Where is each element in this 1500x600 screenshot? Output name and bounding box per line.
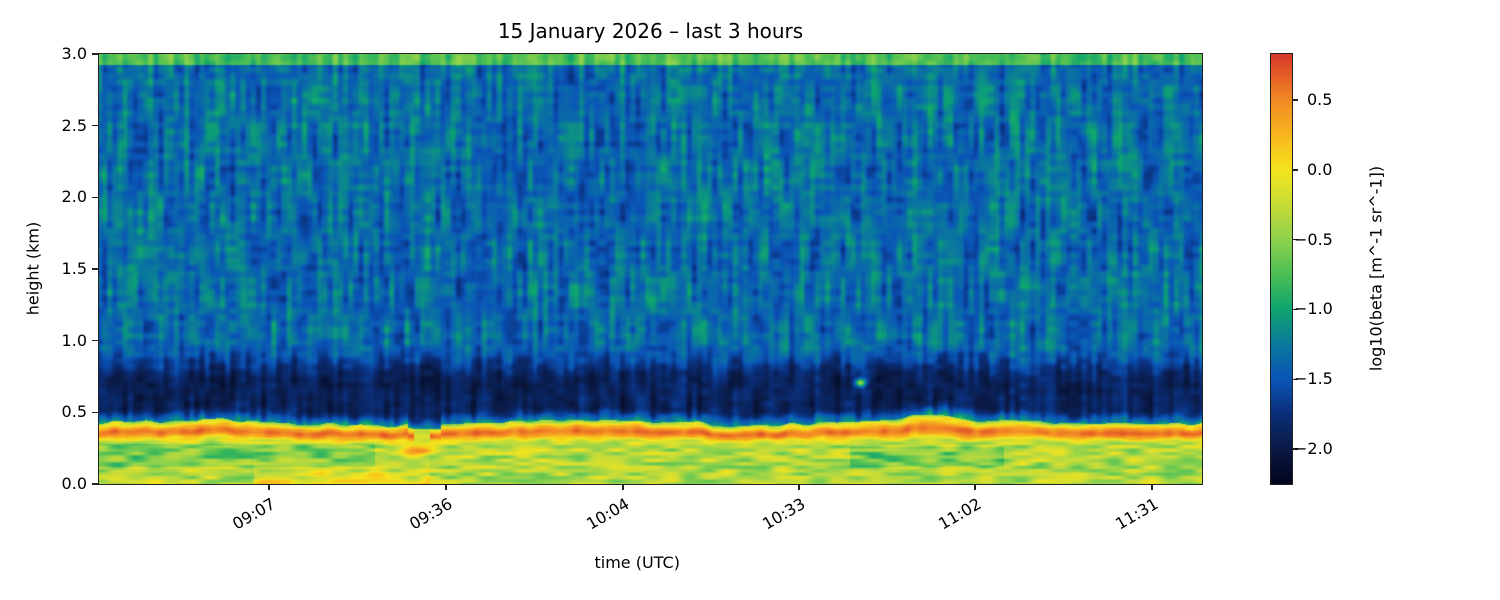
colorbar-tick: [1292, 308, 1298, 311]
y-tick-label: 1.0: [61, 330, 87, 350]
colorbar-tick-label: −0.5: [1294, 229, 1333, 249]
y-tick-label: 1.5: [61, 259, 87, 278]
x-tick: [974, 484, 976, 490]
y-tick: [92, 268, 98, 270]
x-tick: [1151, 484, 1153, 490]
y-axis-label: height (km): [23, 221, 43, 316]
x-tick-label: 09:36: [406, 494, 456, 534]
y-tick-label: 3.0: [61, 44, 87, 63]
y-tick-label: 2.0: [61, 187, 87, 207]
backscatter-heatmap: [99, 54, 1202, 484]
colorbar-tick: [1292, 169, 1298, 171]
plot-area: [98, 53, 1203, 485]
y-tick: [92, 483, 98, 485]
colorbar-tick-label: −1.5: [1294, 369, 1333, 389]
y-tick: [92, 124, 98, 127]
x-tick-label: 11:02: [935, 494, 985, 534]
colorbar-gradient: [1271, 54, 1292, 484]
colorbar-tick-label: 0.5: [1307, 90, 1333, 110]
colorbar-tick-label: −2.0: [1294, 439, 1333, 459]
colorbar-tick: [1292, 99, 1298, 101]
y-tick-label: 0.0: [61, 474, 87, 493]
colorbar-tick: [1292, 238, 1298, 241]
x-tick-label: 10:04: [583, 494, 633, 534]
y-tick-label: 0.5: [61, 402, 87, 422]
colorbar: [1270, 53, 1293, 485]
x-tick-label: 10:33: [759, 494, 809, 534]
x-tick-label: 11:31: [1112, 494, 1162, 534]
x-tick: [268, 484, 270, 490]
y-tick: [92, 411, 98, 414]
x-tick-label: 09:07: [229, 494, 279, 534]
chart-title: 15 January 2026 – last 3 hours: [497, 19, 804, 43]
colorbar-label: log10(beta [m^-1 sr^-1]): [1366, 165, 1386, 372]
colorbar-border: [1270, 53, 1293, 485]
x-axis-label: time (UTC): [594, 553, 680, 572]
colorbar-tick-label: 0.0: [1307, 159, 1333, 179]
colorbar-tick-label: −1.0: [1294, 299, 1333, 319]
y-tick-label: 2.5: [61, 115, 87, 135]
y-tick: [92, 196, 98, 199]
x-tick: [622, 484, 624, 490]
x-tick: [445, 484, 447, 490]
colorbar-tick: [1292, 378, 1298, 381]
colorbar-tick: [1292, 448, 1298, 450]
y-tick: [92, 53, 98, 55]
x-tick: [798, 484, 800, 490]
y-tick: [92, 339, 98, 342]
